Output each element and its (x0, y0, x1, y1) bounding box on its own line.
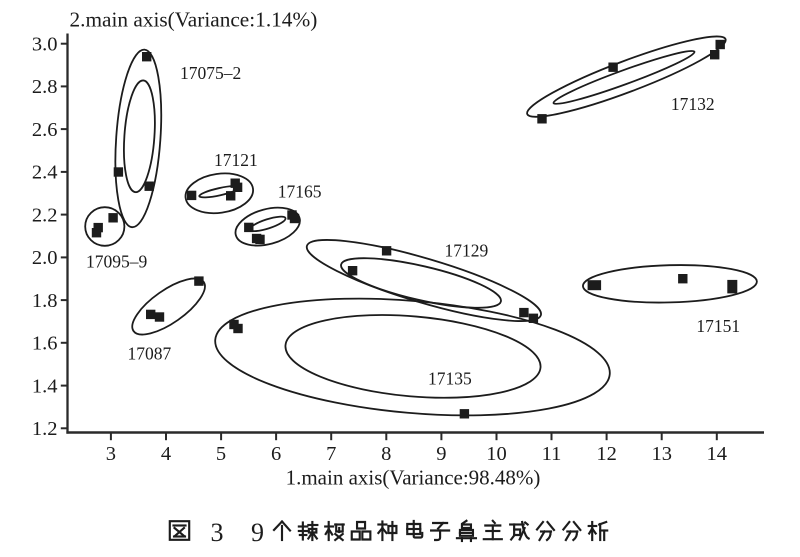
svg-text:5: 5 (216, 443, 226, 465)
svg-text:17087: 17087 (128, 344, 172, 364)
svg-text:2.0: 2.0 (32, 247, 58, 269)
svg-text:11: 11 (542, 443, 562, 465)
svg-text:2.6: 2.6 (32, 119, 58, 141)
svg-text:2.4: 2.4 (32, 162, 58, 184)
svg-text:17132: 17132 (671, 94, 715, 114)
svg-text:1.main axis(Variance:98.48%): 1.main axis(Variance:98.48%) (286, 466, 541, 490)
svg-text:8: 8 (381, 443, 391, 465)
svg-text:2.8: 2.8 (32, 76, 58, 98)
svg-text:17121: 17121 (214, 150, 258, 170)
svg-text:3: 3 (106, 443, 116, 465)
svg-text:1.2: 1.2 (32, 418, 58, 440)
svg-text:2.2: 2.2 (32, 204, 58, 226)
svg-text:6: 6 (271, 443, 281, 465)
svg-text:1.8: 1.8 (32, 290, 58, 312)
svg-text:17129: 17129 (445, 241, 489, 261)
svg-text:17095–9: 17095–9 (86, 252, 148, 272)
svg-text:4: 4 (161, 443, 171, 465)
svg-text:9: 9 (251, 518, 264, 547)
svg-text:3: 3 (211, 518, 224, 547)
svg-text:1.4: 1.4 (32, 375, 58, 397)
svg-text:3.0: 3.0 (32, 33, 58, 55)
svg-text:14: 14 (707, 443, 728, 465)
svg-text:17151: 17151 (696, 316, 740, 336)
svg-text:9: 9 (436, 443, 446, 465)
svg-text:12: 12 (596, 443, 617, 465)
svg-text:17135: 17135 (428, 369, 472, 389)
svg-text:17075–2: 17075–2 (180, 63, 241, 83)
svg-text:13: 13 (651, 443, 672, 465)
svg-text:2.main axis(Variance:1.14%): 2.main axis(Variance:1.14%) (70, 7, 318, 31)
svg-text:10: 10 (486, 443, 507, 465)
svg-text:17165: 17165 (278, 181, 322, 201)
svg-text:1.6: 1.6 (32, 333, 58, 355)
svg-text:7: 7 (326, 443, 336, 465)
